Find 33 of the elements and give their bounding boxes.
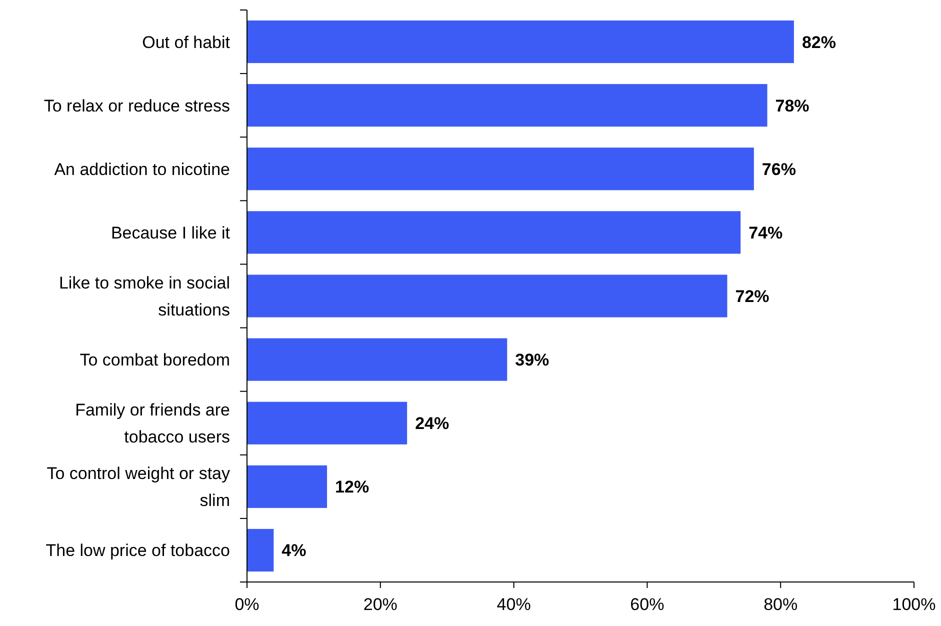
y-tick-label: To control weight or stay slim (46, 464, 230, 510)
bar (247, 20, 794, 64)
bar (247, 402, 408, 444)
data-label: 76% (762, 160, 796, 179)
y-tick-label: To relax or reduce stress (44, 96, 230, 116)
bar (247, 84, 768, 127)
y-tick-label: Out of habit (142, 32, 230, 52)
x-tick-label: 40% (496, 595, 531, 614)
data-label: 72% (735, 287, 770, 306)
bar (247, 528, 274, 572)
data-label: 4% (282, 541, 306, 560)
data-label: 39% (515, 350, 550, 370)
bar (247, 338, 508, 381)
x-tick-label: 60% (630, 595, 664, 614)
data-label: 24% (415, 414, 450, 434)
y-tick-label: The low price of tobacco (46, 541, 230, 560)
y-tick-label: An addiction to nicotine (54, 160, 230, 179)
x-tick-label: 100% (892, 595, 936, 614)
y-tick-label: To combat boredom (80, 350, 230, 370)
data-label: 82% (802, 32, 836, 52)
y-tick-label: Family or friends are tobacco users (75, 400, 230, 447)
bar (247, 274, 728, 318)
bar (247, 148, 754, 190)
y-tick-label: Because I like it (110, 223, 230, 242)
data-label: 78% (775, 96, 810, 116)
x-tick-label: 80% (764, 595, 798, 614)
bar (247, 465, 328, 508)
x-tick-label: 0% (234, 595, 260, 614)
y-tick-label: Like to smoke in social situations (58, 274, 230, 320)
bar (247, 211, 741, 254)
data-label: 12% (335, 478, 370, 497)
data-label: 74% (748, 223, 783, 242)
x-tick-label: 20% (363, 595, 398, 614)
